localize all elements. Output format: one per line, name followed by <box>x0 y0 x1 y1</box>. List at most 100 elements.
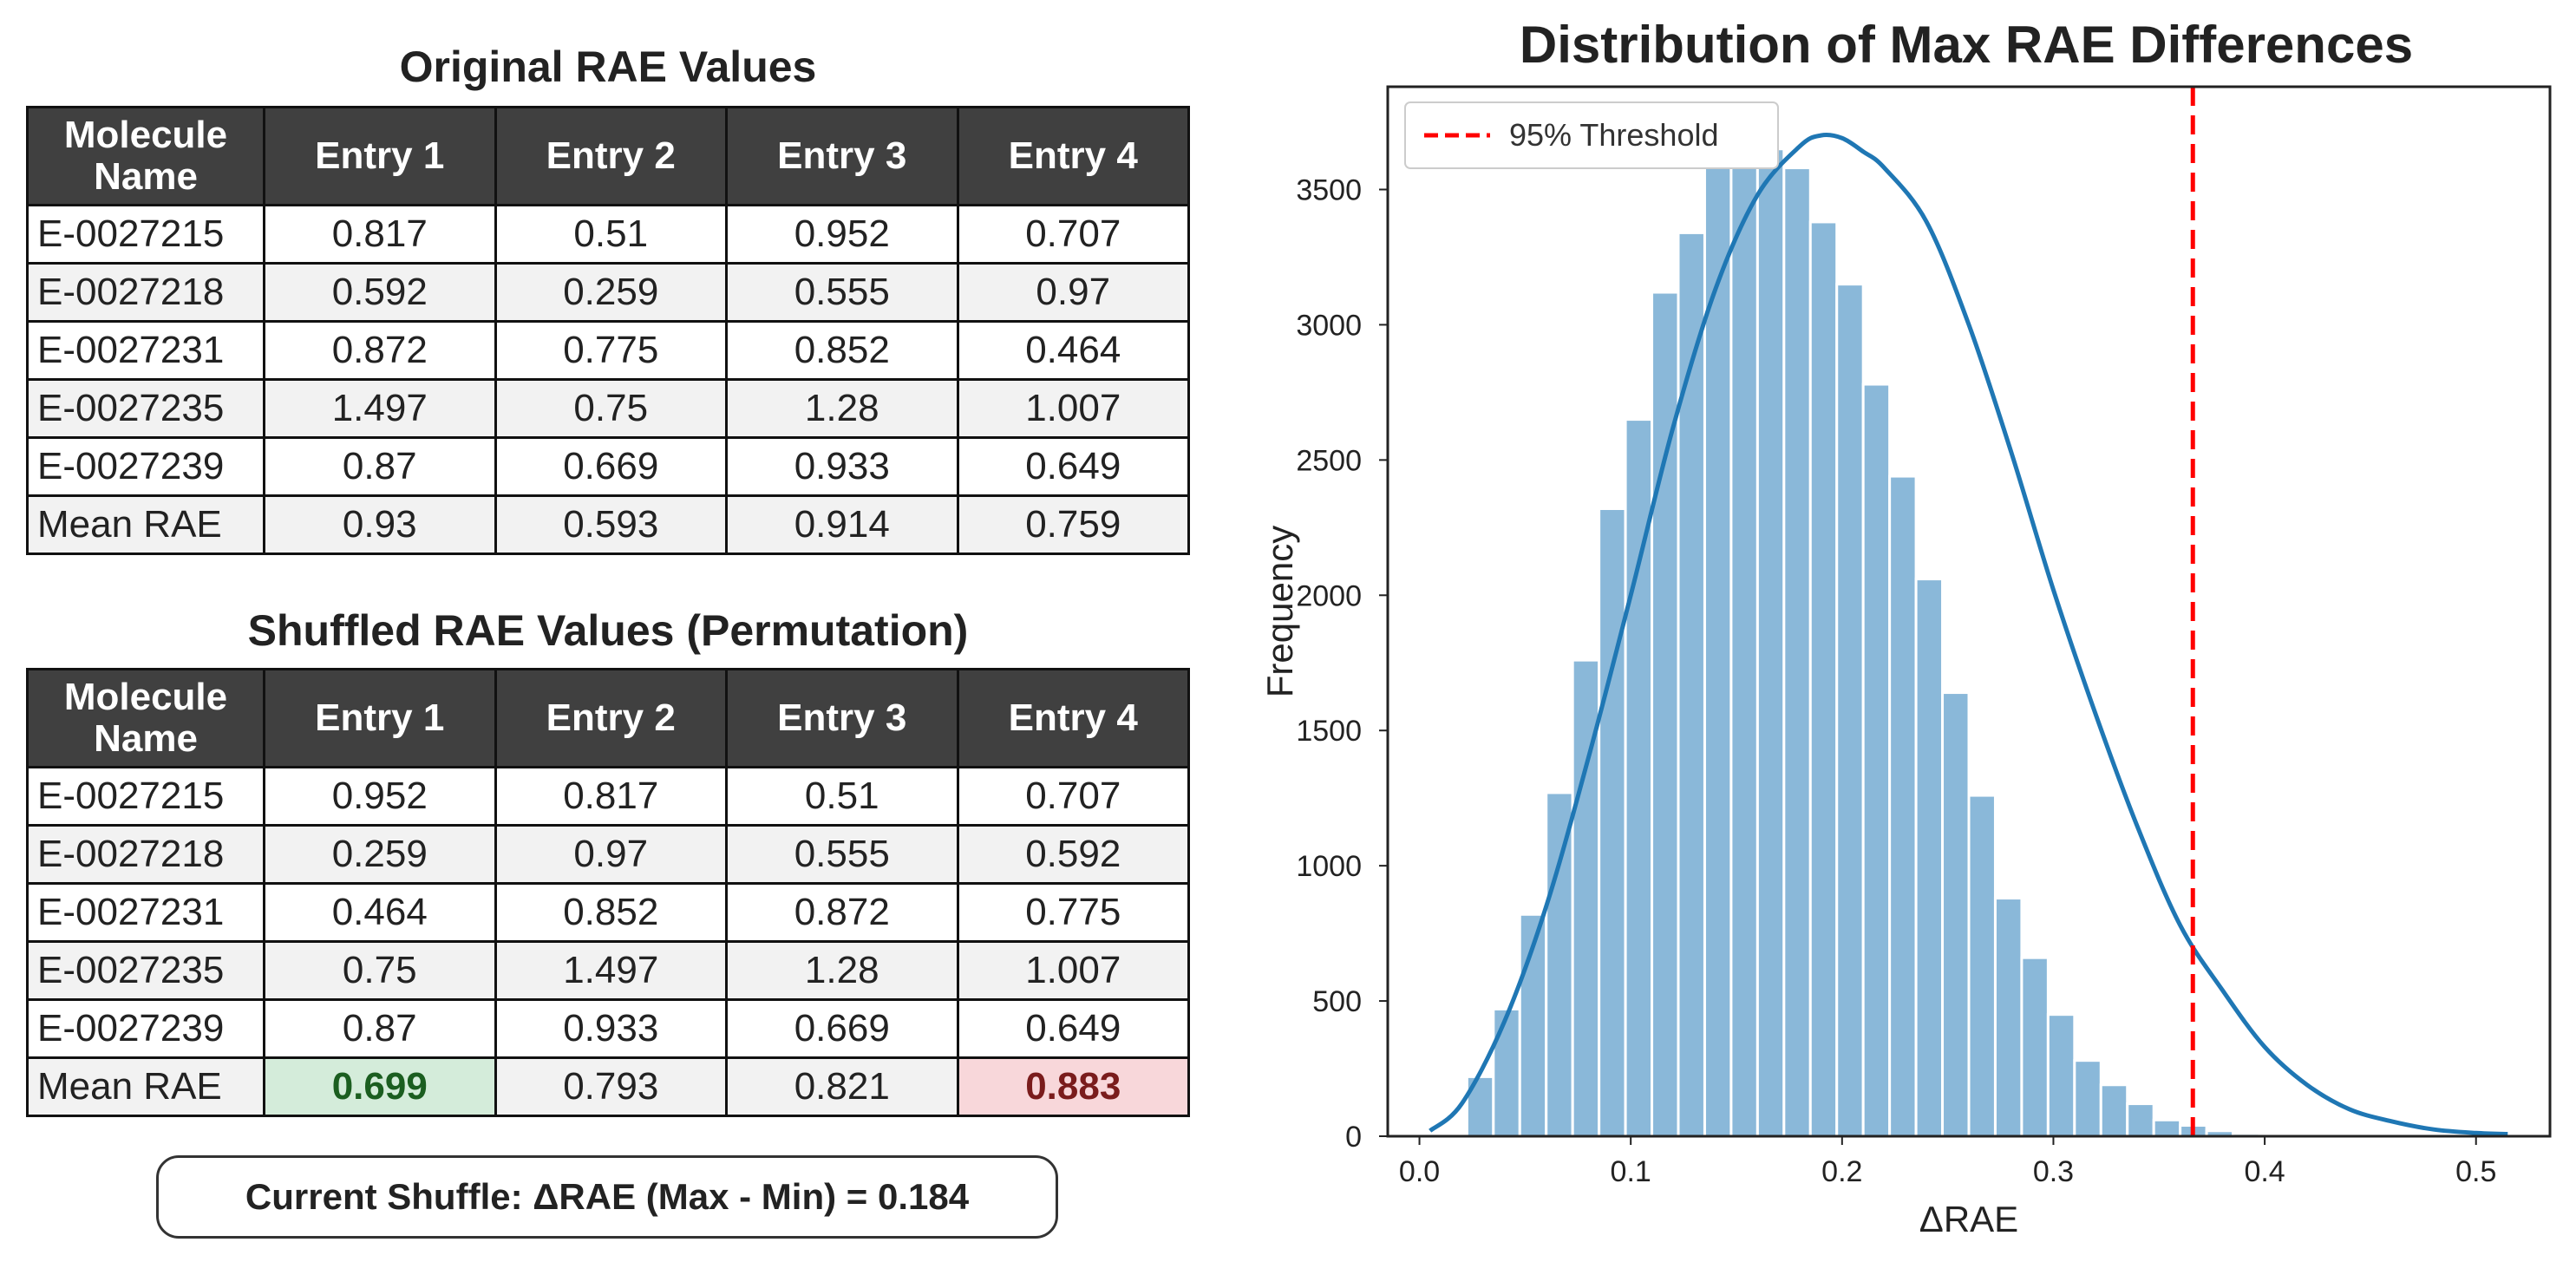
plot-frame <box>1386 85 2552 1138</box>
rae-value-cell: 0.852 <box>725 320 959 381</box>
original-rae-table: Molecule Name Entry 1 Entry 2 Entry 3 Entry 4… <box>26 106 1190 555</box>
rae-value-cell: 0.952 <box>725 204 959 265</box>
table-row: E-0027239 0.87 0.933 0.669 0.649 <box>26 998 1190 1059</box>
y-axis-label: Frequency <box>1259 526 1300 697</box>
column-header: Entry 3 <box>725 668 959 768</box>
histogram-bar <box>1782 167 1812 1138</box>
legend-threshold-label: 95% Threshold <box>1509 117 1719 153</box>
column-header: Entry 4 <box>956 106 1190 206</box>
table-row: E-0027235 0.75 1.497 1.28 1.007 <box>26 940 1190 1001</box>
histogram-bar <box>2152 1118 2182 1138</box>
histogram-bar <box>1545 791 1574 1138</box>
mean-rae-value: 0.759 <box>956 494 1190 555</box>
table-row: E-0027218 0.259 0.97 0.555 0.592 <box>26 824 1190 885</box>
mean-rae-label: Mean RAE <box>26 494 265 555</box>
molecule-name-cell: E-0027235 <box>26 378 265 439</box>
rae-value-cell: 0.75 <box>494 378 728 439</box>
column-header: Molecule Name <box>26 668 265 768</box>
histogram-bar <box>2073 1059 2102 1138</box>
rae-value-cell: 0.775 <box>956 882 1190 943</box>
mean-rae-value: 0.883 <box>956 1056 1190 1117</box>
table-row: E-0027231 0.464 0.852 0.872 0.775 <box>26 882 1190 943</box>
rae-value-cell: 1.28 <box>725 378 959 439</box>
histogram-bar <box>1808 220 1839 1138</box>
rae-value-cell: 0.952 <box>263 766 497 827</box>
mean-rae-value: 0.593 <box>494 494 728 555</box>
kde-curve <box>1429 133 2508 1137</box>
molecule-name-cell: E-0027215 <box>26 766 265 827</box>
rae-value-cell: 0.592 <box>956 824 1190 885</box>
y-tick-label: 1500 <box>1296 715 1362 748</box>
histogram-bar <box>1729 139 1759 1138</box>
mean-rae-row: Mean RAE 0.93 0.593 0.914 0.759 <box>26 494 1190 555</box>
rae-value-cell: 0.97 <box>956 262 1190 323</box>
mean-rae-value: 0.914 <box>725 494 959 555</box>
y-tick-label: 3000 <box>1296 309 1362 342</box>
table-row: E-0027231 0.872 0.775 0.852 0.464 <box>26 320 1190 381</box>
shuffled-rae-table: Molecule Name Entry 1 Entry 2 Entry 3 Entry 4… <box>26 668 1190 1117</box>
chart-title: Distribution of Max RAE Differences <box>1520 16 2413 74</box>
rae-value-cell: 1.28 <box>725 940 959 1001</box>
rae-value-cell: 0.852 <box>494 882 728 943</box>
rae-value-cell: 0.555 <box>725 262 959 323</box>
column-header: Entry 2 <box>494 668 728 768</box>
table-header-row: Molecule Name Entry 1 Entry 2 Entry 3 Entry 4 <box>26 668 1190 768</box>
rae-value-cell: 0.707 <box>956 204 1190 265</box>
column-header: Entry 1 <box>263 106 497 206</box>
histogram-bar <box>2020 956 2050 1138</box>
rae-value-cell: 0.51 <box>494 204 728 265</box>
x-tick-label: 0.1 <box>1611 1155 1651 1188</box>
histogram-bar <box>2099 1083 2129 1138</box>
legend-box <box>1404 101 1779 169</box>
original-table-title: Original RAE Values <box>399 42 817 91</box>
rae-value-cell: 0.817 <box>494 766 728 827</box>
y-axis-ticks: 0 500 1000 1500 2000 2500 3000 3500 <box>1296 174 1388 1154</box>
histogram-bar <box>1703 139 1733 1138</box>
rae-value-cell: 0.592 <box>263 262 497 323</box>
column-header: Molecule Name <box>26 106 265 206</box>
rae-value-cell: 0.872 <box>263 320 497 381</box>
table-row: E-0027239 0.87 0.669 0.933 0.649 <box>26 436 1190 497</box>
x-axis-ticks: 0.0 0.1 0.2 0.3 0.4 0.5 <box>1399 1136 2496 1188</box>
rae-value-cell: 0.464 <box>263 882 497 943</box>
rae-value-cell: 0.97 <box>494 824 728 885</box>
rae-value-cell: 0.259 <box>494 262 728 323</box>
column-header: Entry 3 <box>725 106 959 206</box>
y-tick-label: 0 <box>1345 1121 1362 1154</box>
y-tick-label: 500 <box>1312 985 1362 1018</box>
shuffled-table-title: Shuffled RAE Values (Permutation) <box>247 606 969 655</box>
table-row: E-0027215 0.952 0.817 0.51 0.707 <box>26 766 1190 827</box>
rae-value-cell: 0.933 <box>725 436 959 497</box>
rae-value-cell: 0.259 <box>263 824 497 885</box>
mean-rae-label: Mean RAE <box>26 1056 265 1117</box>
rae-value-cell: 0.464 <box>956 320 1190 381</box>
histogram-bar <box>1835 283 1865 1138</box>
rae-value-cell: 0.87 <box>263 998 497 1059</box>
histogram-bar <box>1755 147 1786 1138</box>
molecule-name-cell: E-0027239 <box>26 436 265 497</box>
column-header: Entry 2 <box>494 106 728 206</box>
x-tick-label: 0.2 <box>1821 1155 1862 1188</box>
histogram-bar <box>2126 1102 2155 1138</box>
table-row: E-0027215 0.817 0.51 0.952 0.707 <box>26 204 1190 265</box>
y-tick-label: 3500 <box>1296 174 1362 207</box>
molecule-name-cell: E-0027218 <box>26 824 265 885</box>
table-header-row: Molecule Name Entry 1 Entry 2 Entry 3 Entry 4 <box>26 106 1190 206</box>
histogram-bar <box>2046 1013 2076 1138</box>
rae-value-cell: 0.707 <box>956 766 1190 827</box>
current-shuffle-summary: Current Shuffle: ΔRAE (Max - Min) = 0.18… <box>156 1155 1058 1239</box>
molecule-name-cell: E-0027231 <box>26 882 265 943</box>
mean-rae-value: 0.699 <box>263 1056 497 1117</box>
histogram-bar <box>1941 691 1971 1138</box>
rae-value-cell: 0.872 <box>725 882 959 943</box>
y-tick-label: 1000 <box>1296 850 1362 883</box>
molecule-name-cell: E-0027231 <box>26 320 265 381</box>
histogram-bar <box>1888 474 1918 1138</box>
molecule-name-cell: E-0027239 <box>26 998 265 1059</box>
histogram-bar <box>1598 507 1627 1138</box>
x-tick-label: 0.3 <box>2033 1155 2074 1188</box>
legend: 95% Threshold <box>1404 101 1779 169</box>
y-tick-label: 2000 <box>1296 579 1362 612</box>
histogram-bar <box>1967 794 1997 1138</box>
table-row: E-0027218 0.592 0.259 0.555 0.97 <box>26 262 1190 323</box>
